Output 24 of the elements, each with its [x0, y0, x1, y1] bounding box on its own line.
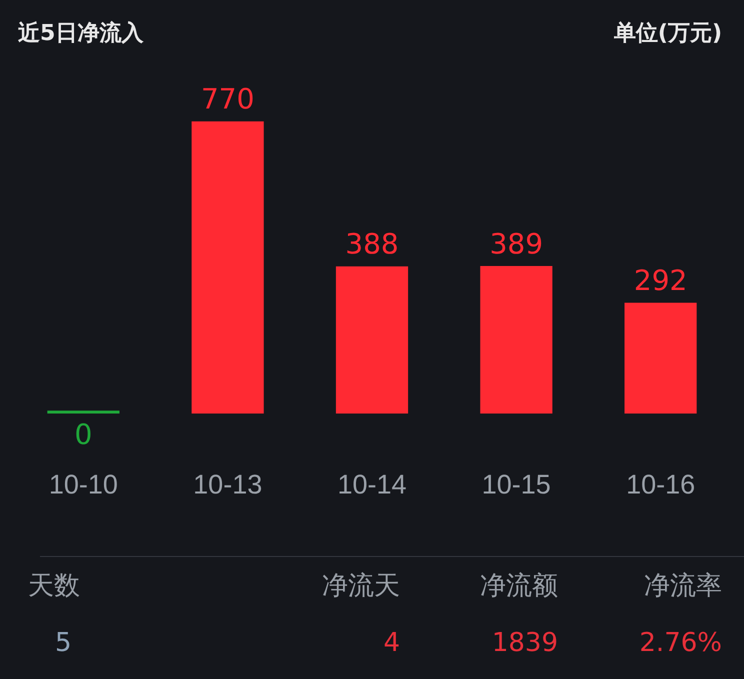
text: 净流率	[644, 570, 722, 603]
text: 5	[55, 628, 72, 658]
x-tick-label: 10-13	[193, 469, 262, 500]
text: 2.76%	[639, 628, 722, 658]
text: 净流额	[480, 570, 558, 603]
x-tick-label: 10-10	[48, 469, 118, 500]
text: 4	[383, 628, 400, 658]
data-label: 388	[345, 228, 399, 261]
x-tick-label: 10-15	[482, 469, 551, 500]
data-label: 770	[200, 82, 254, 116]
bar	[192, 121, 264, 414]
bar	[480, 266, 552, 414]
text: 净流天	[322, 570, 400, 603]
x-tick-label: 10-14	[337, 469, 407, 500]
text: 1839	[492, 628, 558, 658]
chart-subtitle: 单位(万元)	[614, 20, 722, 48]
data-label: 292	[634, 264, 688, 298]
data-label: 389	[490, 227, 544, 260]
bar	[336, 266, 408, 414]
chart-title: 近5日净流入	[18, 20, 144, 48]
bar	[624, 302, 697, 414]
data-label: 0	[74, 418, 92, 451]
x-tick-label: 10-16	[626, 469, 696, 500]
text: 天数	[28, 570, 80, 603]
